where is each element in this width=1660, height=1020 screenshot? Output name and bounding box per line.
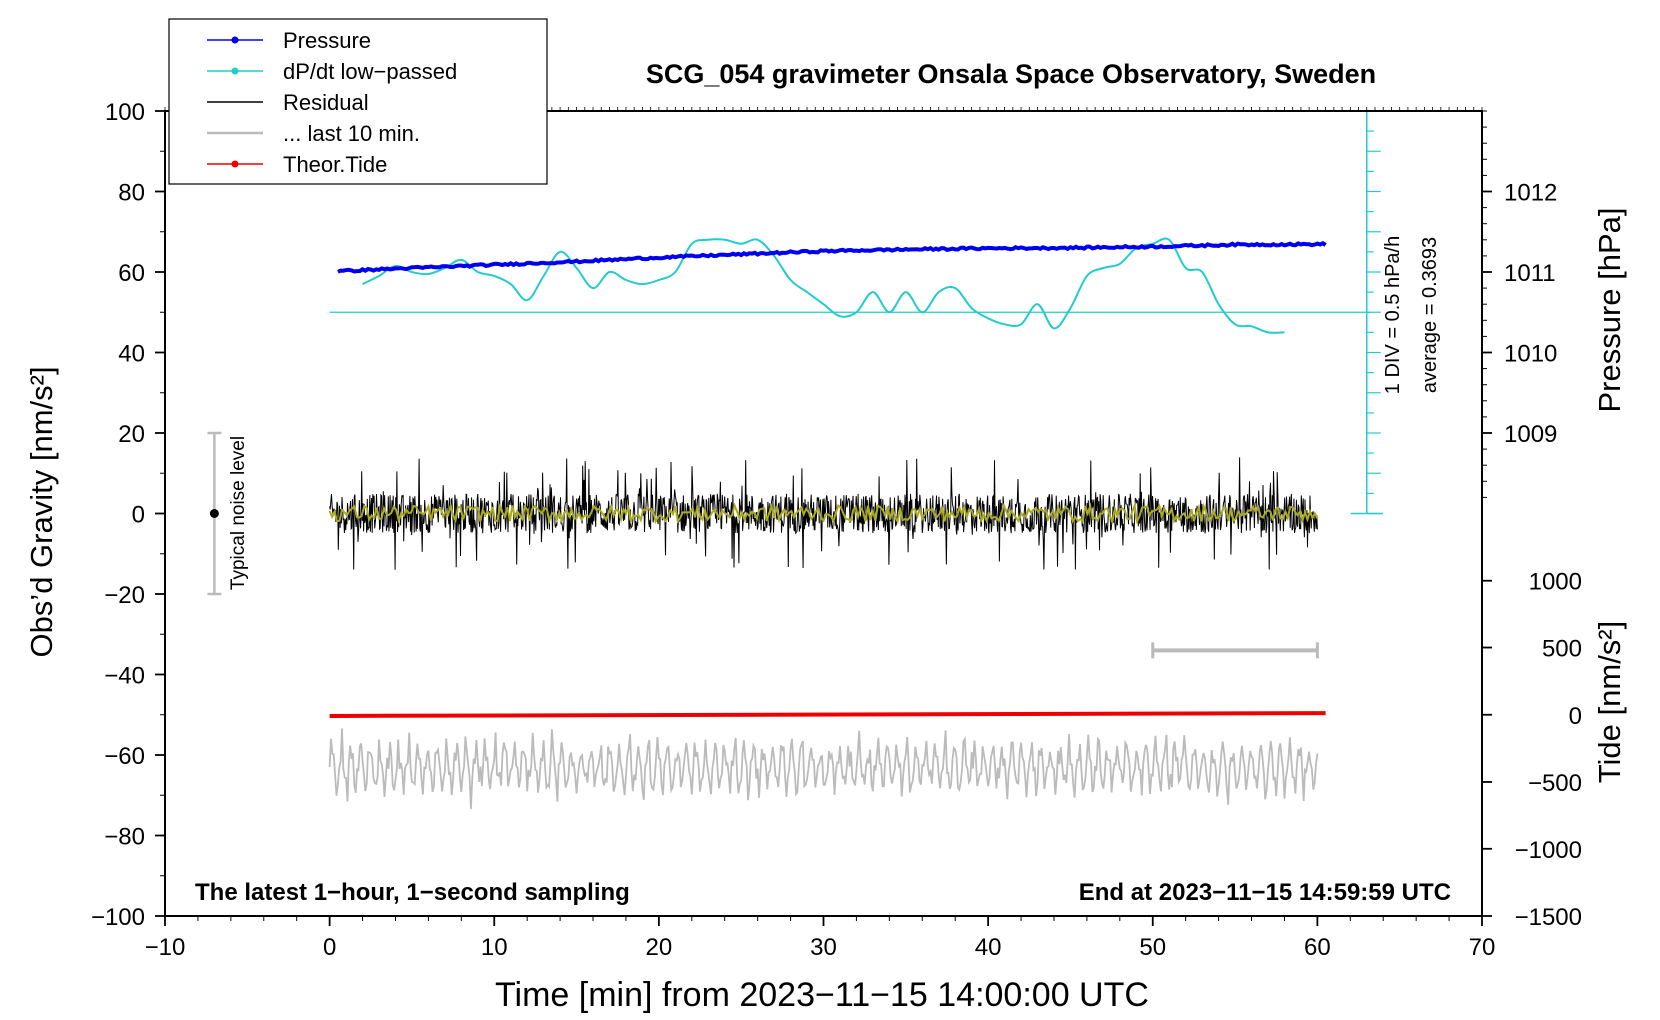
x-tick-label: 0 [323, 934, 336, 961]
series-last-10-min [328, 728, 1319, 810]
legend-label-residual: Residual [283, 90, 369, 115]
y-tick-label: 0 [132, 502, 145, 529]
y-tick-label: −100 [91, 904, 145, 931]
pressure-tick-label: 1012 [1504, 180, 1557, 207]
x-tick-label: 40 [975, 934, 1002, 961]
noise-bar-center [209, 509, 219, 518]
y-tick-label: 60 [118, 260, 145, 287]
x-tick-label: 70 [1469, 934, 1496, 961]
y-axis-label-pressure: Pressure [hPa] [1592, 207, 1627, 412]
tide-tick-label: −1000 [1515, 837, 1582, 864]
pressure-tick-label: 1009 [1504, 421, 1557, 448]
y-tick-label: 20 [118, 421, 145, 448]
dpdt-average-label: average = 0.3693 [1419, 237, 1441, 393]
tide-tick-label: 0 [1569, 703, 1582, 730]
x-axis-label: Time [min] from 2023−11−15 14:00:00 UTC [495, 976, 1149, 1014]
chart-title: SCG_054 gravimeter Onsala Space Observat… [646, 59, 1376, 89]
series-theor-tide [329, 711, 1326, 718]
y-tick-label: 40 [118, 341, 145, 368]
footer-end-time: End at 2023−11−15 14:59:59 UTC [1079, 879, 1451, 906]
y-axis-label-left: Obs’d Gravity [nm/s²] [24, 366, 59, 657]
y-axis-label-tide: Tide [nm/s²] [1592, 621, 1627, 784]
x-tick-label: 20 [646, 934, 673, 961]
dpdt-scale-label: 1 DIV = 0.5 hPa/h [1382, 236, 1404, 394]
pressure-tick-label: 1011 [1504, 260, 1556, 287]
legend-label-pressure: Pressure [283, 28, 371, 53]
legend-swatch-marker [231, 160, 239, 168]
tide-tick-label: −500 [1528, 770, 1582, 797]
series-residual-smoothed [328, 501, 1319, 525]
y-tick-label: 80 [118, 180, 145, 207]
legend-swatch-marker [231, 36, 239, 44]
axes: −10 0 10 20 30 40 50 60 70−100−80−60−40−20020406… [91, 99, 1582, 961]
x-tick-label: 30 [810, 934, 837, 961]
y-tick-label: −20 [104, 582, 145, 609]
y-tick-label: −80 [104, 824, 145, 851]
y-tick-label: −40 [104, 663, 145, 690]
legend-label-tide: Theor.Tide [283, 152, 387, 177]
x-tick-label: 60 [1304, 934, 1331, 961]
y-tick-label: −60 [104, 743, 145, 770]
x-tick-label: 10 [481, 934, 508, 961]
tide-tick-label: 1000 [1529, 569, 1582, 596]
noise-level-label: Typical noise level [228, 436, 249, 590]
legend-label-dpdt: dP/dt low−passed [283, 59, 457, 84]
plot-area [207, 110, 1383, 810]
x-tick-label: −10 [145, 934, 186, 961]
tide-tick-label: −1500 [1515, 904, 1582, 931]
x-tick-label: 50 [1139, 934, 1166, 961]
y-tick-label: 100 [105, 99, 145, 126]
series-pressure [337, 241, 1327, 274]
legend-label-last10: ... last 10 min. [283, 121, 420, 146]
footer-sampling-note: The latest 1−hour, 1−second sampling [195, 879, 630, 906]
series-dpdt-low-passed [362, 237, 1285, 334]
pressure-tick-label: 1010 [1504, 341, 1557, 368]
legend: Pressure dP/dt low−passed Residual ... l… [168, 18, 548, 185]
tide-tick-label: 500 [1542, 636, 1582, 663]
legend-swatch-marker [231, 67, 239, 75]
